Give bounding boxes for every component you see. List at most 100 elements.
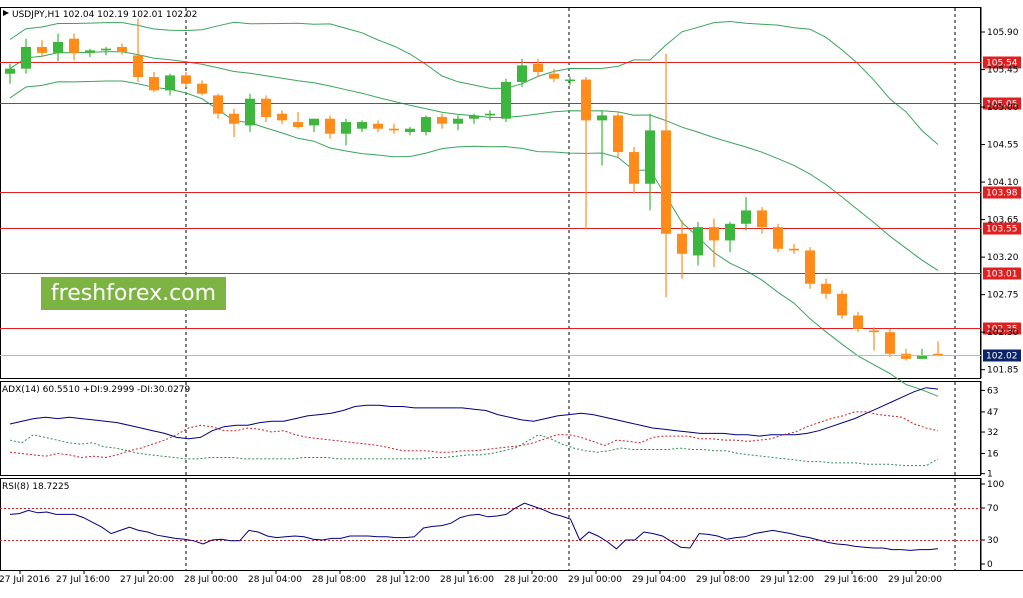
- time-label: 28 Jul 00:00: [184, 575, 238, 585]
- level-label: 102.35: [986, 325, 1018, 335]
- candle-body: [149, 77, 159, 91]
- candle-body: [165, 75, 175, 91]
- y-tick-label: 104.10: [987, 178, 1019, 188]
- time-label: 28 Jul 12:00: [376, 575, 430, 585]
- adx-title: ADX(14) 60.5510 +DI:9.2999 -DI:30.0279: [2, 385, 191, 395]
- bollinger-lower: [9, 80, 939, 397]
- candle-body: [357, 122, 367, 129]
- candle-body: [917, 355, 927, 359]
- rsi-y-tick-label: 30: [987, 536, 999, 546]
- level-label-box: [983, 97, 1021, 110]
- adx-y-tick-label: 16: [987, 450, 999, 460]
- candle-body: [773, 227, 783, 249]
- y-tick-label: 105.00: [987, 103, 1019, 113]
- level-label: 105.54: [986, 59, 1018, 69]
- candle-body: [757, 210, 767, 228]
- candle-body: [837, 293, 847, 316]
- y-tick-label: 103.20: [987, 253, 1019, 263]
- level-label-box: [983, 56, 1021, 69]
- level-label-box: [983, 267, 1021, 280]
- candle-body: [693, 227, 703, 256]
- bollinger-upper: [9, 20, 939, 145]
- watermark-logo: freshforex.com: [41, 277, 226, 310]
- current-price-box: [983, 349, 1021, 362]
- candle-body: [261, 98, 271, 118]
- candle-body: [309, 118, 319, 126]
- candle-body: [197, 83, 207, 94]
- time-label: 29 Jul 16:00: [824, 575, 878, 585]
- candle-body: [453, 118, 463, 124]
- candle-body: [677, 233, 687, 254]
- candle-body: [821, 283, 831, 294]
- candle-body: [69, 38, 79, 53]
- time-label: 27 Jul 20:00: [120, 575, 174, 585]
- candle-body: [469, 115, 479, 119]
- candle-body: [373, 123, 383, 129]
- candle-body: [805, 250, 815, 284]
- candle-body: [293, 122, 303, 128]
- candle-body: [661, 130, 671, 234]
- candle-body: [341, 122, 351, 134]
- current-price-label: 102.02: [986, 352, 1018, 362]
- candle-body: [437, 117, 447, 124]
- time-label: 28 Jul 16:00: [440, 575, 494, 585]
- level-label: 103.01: [986, 270, 1018, 280]
- candle-body: [85, 50, 95, 53]
- candle-body: [21, 47, 31, 69]
- level-label: 103.55: [986, 225, 1018, 235]
- time-label: 28 Jul 20:00: [504, 575, 558, 585]
- candle-body: [565, 79, 575, 82]
- y-tick-label: 102.75: [987, 291, 1019, 301]
- time-label: 29 Jul 08:00: [696, 575, 750, 585]
- y-tick-label: 105.90: [987, 28, 1019, 38]
- candle-body: [517, 65, 527, 83]
- candle-body: [629, 152, 639, 184]
- time-label: 29 Jul 12:00: [760, 575, 814, 585]
- rsi-y-tick-label: 100: [987, 480, 1004, 490]
- adx-y-tick-label: 1: [987, 470, 993, 480]
- candle-body: [117, 47, 127, 53]
- y-tick-label: 102.30: [987, 328, 1019, 338]
- main-title: USDJPY,H1 102.04 102.19 102.01 102.02: [12, 10, 197, 20]
- title-marker-icon: [3, 10, 9, 16]
- candle-body: [869, 330, 879, 333]
- candle-body: [709, 227, 719, 241]
- candle-body: [53, 42, 63, 53]
- time-label: 27 Jul 2016: [0, 575, 50, 585]
- candle-body: [181, 75, 191, 84]
- candle-body: [405, 128, 415, 133]
- rsi-title: RSI(8) 18.7225: [2, 482, 69, 492]
- candle-body: [133, 55, 143, 78]
- candle-body: [389, 128, 399, 131]
- candle-body: [421, 117, 431, 133]
- candle-body: [613, 115, 623, 153]
- candle-body: [885, 332, 895, 354]
- candle-body: [549, 73, 559, 79]
- level-label-box: [983, 322, 1021, 335]
- adx-series-adx: [9, 387, 939, 440]
- candle-body: [789, 248, 799, 251]
- level-label: 103.98: [986, 189, 1018, 199]
- candle-body: [645, 130, 655, 184]
- candle-body: [325, 118, 335, 134]
- candle-body: [501, 82, 511, 119]
- candle-body: [5, 68, 15, 74]
- y-tick-label: 103.65: [987, 216, 1019, 226]
- adx-y-tick-label: 32: [987, 428, 998, 438]
- candle-body: [597, 115, 607, 121]
- rsi-y-tick-label: 0: [987, 560, 993, 570]
- candle-body: [101, 48, 111, 51]
- level-label-box: [983, 222, 1021, 235]
- candle-body: [245, 98, 255, 126]
- candle-body: [853, 315, 863, 329]
- y-tick-label: 105.45: [987, 66, 1019, 76]
- adx-y-tick-label: 47: [987, 408, 998, 418]
- rsi-y-tick-label: 70: [987, 504, 999, 514]
- adx-y-tick-label: 63: [987, 386, 998, 396]
- time-label: 28 Jul 08:00: [312, 575, 366, 585]
- candle-body: [533, 63, 543, 73]
- candle-body: [229, 113, 239, 124]
- candle-body: [725, 223, 735, 241]
- candle-body: [901, 353, 911, 359]
